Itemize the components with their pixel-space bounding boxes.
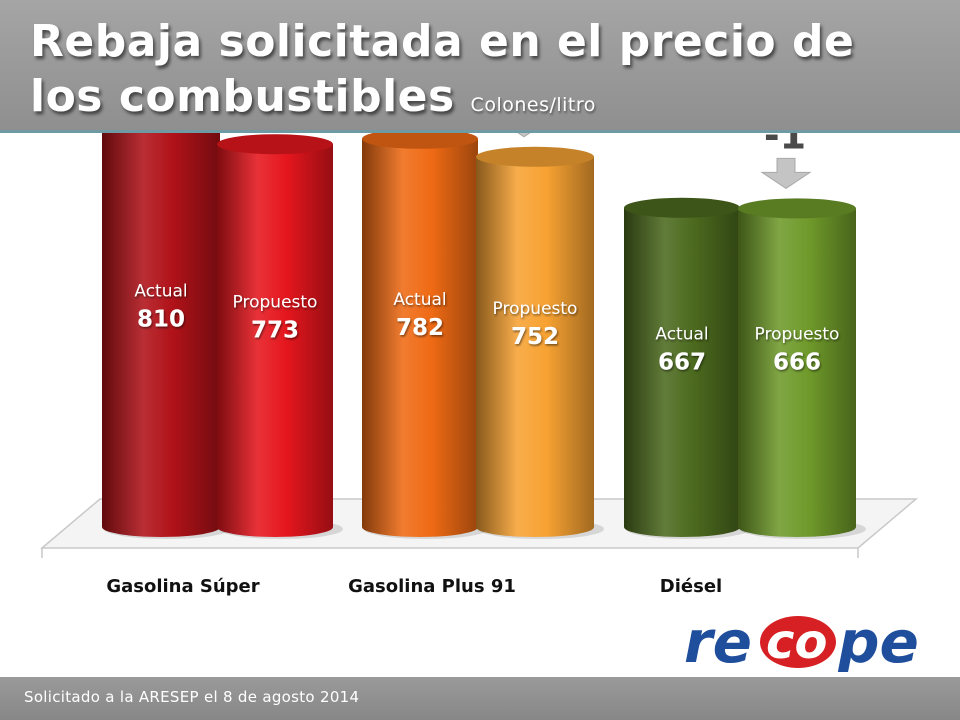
- down-arrow-icon: [760, 157, 812, 190]
- bar-value-label: 782: [396, 315, 444, 341]
- bar-body: [217, 144, 333, 537]
- recope-logo: re co pe: [684, 610, 919, 672]
- category-label: Gasolina Plus 91: [348, 576, 516, 597]
- difference-annotation-3: -1: [760, 133, 812, 190]
- chart-annotations: -37-30-1: [517, 133, 812, 190]
- bar-value-label: 666: [773, 350, 821, 376]
- category-label: Gasolina Súper: [106, 576, 259, 597]
- bar-value-label: 752: [511, 324, 559, 350]
- chart-bars: Actual 810 Propuesto 773 Actual 782 Propuesto 7…: [102, 133, 866, 539]
- bar-body: [102, 133, 220, 537]
- fuel-price-chart: Actual 810 Propuesto 773 Actual 782 Propuesto 7…: [39, 133, 919, 597]
- down-arrow-icon: [517, 133, 531, 138]
- page-title: Rebaja solicitada en el precio de los co…: [30, 14, 930, 133]
- bar-series-label: Actual: [393, 290, 446, 310]
- bar-series-label: Actual: [134, 282, 187, 302]
- bar-body: [624, 207, 740, 538]
- logo-text-mid: co: [766, 614, 827, 670]
- bar-top: [624, 197, 740, 218]
- bar-top: [476, 146, 594, 167]
- bar-propuesto-1: Propuesto 773: [217, 134, 343, 539]
- bar-top: [362, 133, 478, 149]
- bar-actual-3: Actual 667: [624, 197, 750, 539]
- bar-top: [217, 134, 333, 155]
- bar-value-label: 773: [251, 318, 299, 344]
- category-label: Diésel: [660, 576, 722, 597]
- bar-body: [476, 156, 594, 538]
- logo-text-right: pe: [837, 610, 919, 672]
- bar-value-label: 810: [137, 307, 185, 333]
- bar-actual-2: Actual 782: [362, 133, 488, 539]
- title-text: Rebaja solicitada en el precio de los co…: [30, 16, 855, 122]
- bar-body: [362, 138, 478, 538]
- bar-actual-1: Actual 810: [102, 133, 230, 539]
- bar-top: [738, 198, 856, 219]
- bar-series-label: Propuesto: [493, 299, 578, 319]
- bar-propuesto-2: Propuesto 752: [476, 146, 604, 539]
- difference-annotation-2: -30: [517, 133, 531, 138]
- bar-series-label: Actual: [655, 324, 708, 344]
- difference-label: -1: [764, 133, 806, 157]
- bar-propuesto-3: Propuesto 666: [738, 198, 866, 539]
- bar-value-label: 667: [658, 349, 706, 375]
- footer-bar: Solicitado a la ARESEP el 8 de agosto 20…: [0, 677, 960, 720]
- logo-text-left: re: [684, 610, 752, 672]
- chart-category-labels: Gasolina Súper Gasolina Plus 91 Diésel: [106, 576, 722, 597]
- bar-body: [738, 208, 856, 537]
- header-bar: Rebaja solicitada en el precio de los co…: [0, 0, 960, 133]
- unit-label: Colones/litro: [470, 94, 596, 116]
- bar-series-label: Propuesto: [755, 325, 840, 345]
- bar-series-label: Propuesto: [233, 293, 318, 313]
- footer-note: Solicitado a la ARESEP el 8 de agosto 20…: [24, 688, 360, 706]
